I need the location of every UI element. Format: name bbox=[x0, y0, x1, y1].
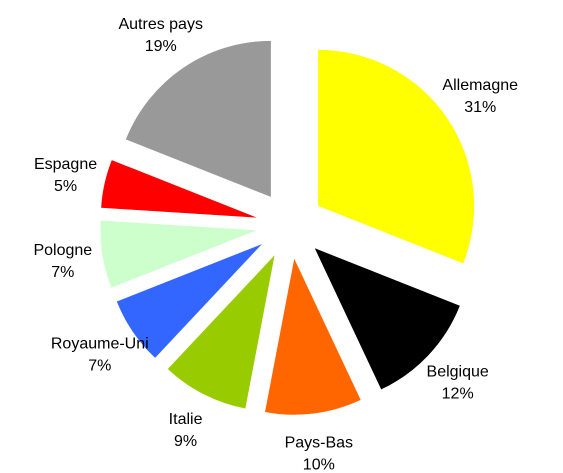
slice-label: Espagne bbox=[34, 156, 97, 173]
pie-slice bbox=[101, 160, 257, 218]
pie-slice bbox=[100, 220, 257, 288]
pie-slice bbox=[167, 255, 275, 409]
value-label: 9% bbox=[174, 433, 197, 450]
pie-slice bbox=[265, 258, 361, 415]
pie-slice bbox=[318, 49, 475, 264]
slice-label: Italie bbox=[169, 411, 203, 428]
value-label: 7% bbox=[88, 357, 111, 374]
slice-label: Allemagne bbox=[442, 77, 518, 94]
value-label: 19% bbox=[145, 38, 177, 55]
pie-slice bbox=[116, 244, 262, 358]
pie-slice bbox=[314, 248, 460, 390]
slice-label: Autres pays bbox=[118, 16, 202, 33]
value-label: 5% bbox=[54, 178, 77, 195]
slice-label: Pays-Bas bbox=[285, 434, 353, 451]
slice-label: Pologne bbox=[33, 242, 92, 259]
value-label: 7% bbox=[51, 264, 74, 281]
pie-slice bbox=[125, 40, 271, 197]
slice-label: Belgique bbox=[427, 364, 489, 381]
value-label: 10% bbox=[303, 456, 335, 473]
value-label: 31% bbox=[464, 99, 496, 116]
value-label: 12% bbox=[442, 386, 474, 403]
slice-label: Royaume-Uni bbox=[51, 335, 149, 352]
